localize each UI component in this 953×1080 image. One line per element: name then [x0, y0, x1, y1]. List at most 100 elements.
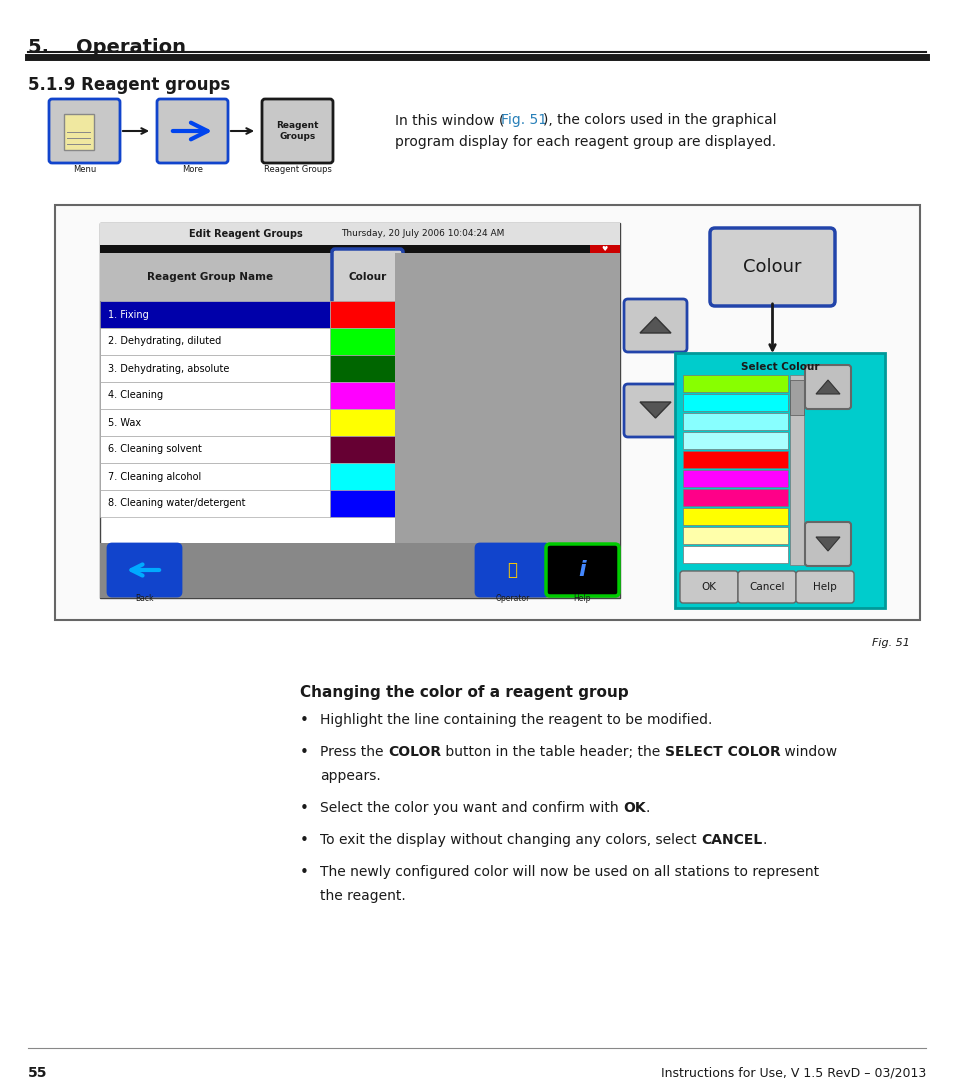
Text: Highlight the line containing the reagent to be modified.: Highlight the line containing the reagen… [319, 713, 712, 727]
Text: ), the colors used in the graphical: ), the colors used in the graphical [542, 113, 776, 127]
Text: window: window [780, 745, 837, 759]
Text: •: • [299, 801, 309, 816]
Text: Fig. 51: Fig. 51 [500, 113, 547, 127]
Bar [100, 543, 619, 598]
Text: Operator: Operator [495, 594, 529, 603]
FancyBboxPatch shape [49, 99, 120, 163]
FancyBboxPatch shape [804, 365, 850, 409]
Text: Menu: Menu [72, 165, 96, 174]
Text: Changing the color of a reagent group: Changing the color of a reagent group [299, 685, 628, 700]
Text: 55: 55 [28, 1066, 48, 1080]
FancyBboxPatch shape [108, 544, 181, 596]
Bar [100, 245, 589, 253]
Text: Colour: Colour [742, 258, 801, 276]
Text: .: . [761, 833, 766, 847]
Bar [330, 463, 395, 490]
Polygon shape [815, 537, 840, 551]
Text: SELECT COLOR: SELECT COLOR [664, 745, 780, 759]
Bar [682, 527, 787, 544]
Bar [330, 355, 395, 382]
Bar [682, 394, 787, 411]
Text: Select Colour: Select Colour [740, 362, 819, 372]
Text: Help: Help [812, 582, 836, 592]
Text: Thursday, 20 July 2006 10:04:24 AM: Thursday, 20 July 2006 10:04:24 AM [340, 230, 503, 239]
FancyBboxPatch shape [262, 99, 333, 163]
Text: •: • [299, 833, 309, 848]
Text: 1. Fixing: 1. Fixing [108, 310, 149, 320]
Bar [330, 436, 395, 463]
Polygon shape [815, 380, 840, 394]
Bar [100, 222, 619, 245]
Bar [100, 436, 330, 463]
Text: To exit the display without changing any colors, select: To exit the display without changing any… [319, 833, 700, 847]
FancyArrowPatch shape [132, 565, 159, 576]
Bar [682, 489, 787, 507]
Text: 7. Cleaning alcohol: 7. Cleaning alcohol [108, 472, 201, 482]
Bar [330, 382, 395, 409]
Bar [682, 546, 787, 563]
Bar [682, 451, 787, 468]
FancyBboxPatch shape [709, 228, 834, 306]
Polygon shape [639, 318, 670, 333]
Bar [330, 301, 395, 328]
FancyBboxPatch shape [623, 384, 686, 437]
Text: 4. Cleaning: 4. Cleaning [108, 391, 163, 401]
FancyBboxPatch shape [623, 299, 686, 352]
Polygon shape [639, 402, 670, 418]
Text: In this window (: In this window ( [395, 113, 504, 127]
Text: 3. Dehydrating, absolute: 3. Dehydrating, absolute [108, 364, 229, 374]
Bar [100, 355, 330, 382]
FancyBboxPatch shape [64, 114, 94, 150]
Bar [55, 205, 919, 620]
Text: 8. Cleaning water/detergent: 8. Cleaning water/detergent [108, 499, 245, 509]
Text: More: More [182, 165, 203, 174]
Bar [100, 382, 330, 409]
Text: button in the table header; the: button in the table header; the [440, 745, 664, 759]
FancyBboxPatch shape [476, 544, 548, 596]
Text: 5.    Operation: 5. Operation [28, 38, 186, 57]
Bar [395, 253, 619, 543]
Text: .: . [645, 801, 649, 815]
FancyBboxPatch shape [545, 544, 618, 596]
Text: The newly configured color will now be used on all stations to represent: The newly configured color will now be u… [319, 865, 819, 879]
Bar [682, 470, 787, 487]
Text: Press the: Press the [319, 745, 388, 759]
FancyBboxPatch shape [738, 571, 795, 603]
Bar [100, 409, 330, 436]
FancyBboxPatch shape [157, 99, 228, 163]
Bar [100, 253, 569, 301]
Bar [789, 375, 803, 565]
Text: 5.1.9 Reagent groups: 5.1.9 Reagent groups [28, 76, 230, 94]
Bar [330, 328, 395, 355]
FancyBboxPatch shape [679, 571, 738, 603]
Text: Fig. 51: Fig. 51 [871, 638, 909, 648]
Text: Select the color you want and confirm with: Select the color you want and confirm wi… [319, 801, 622, 815]
Text: •: • [299, 745, 309, 760]
Bar [100, 301, 330, 328]
Text: Instructions for Use, V 1.5 RevD – 03/2013: Instructions for Use, V 1.5 RevD – 03/20… [660, 1066, 925, 1079]
Bar [100, 222, 619, 598]
Text: 🦋: 🦋 [507, 561, 517, 579]
Text: Reagent
Groups: Reagent Groups [276, 121, 318, 140]
Text: Help: Help [573, 594, 591, 603]
Text: program display for each reagent group are displayed.: program display for each reagent group a… [395, 135, 776, 149]
Text: i: i [578, 561, 586, 580]
Text: the reagent.: the reagent. [319, 889, 405, 903]
Text: appears.: appears. [319, 769, 380, 783]
Text: •: • [299, 713, 309, 728]
Text: Back: Back [135, 594, 153, 603]
Text: CANCEL: CANCEL [700, 833, 761, 847]
Text: Reagent Groups: Reagent Groups [263, 165, 331, 174]
Bar [330, 409, 395, 436]
Bar [789, 380, 803, 415]
Text: OK: OK [700, 582, 716, 592]
Bar [682, 432, 787, 449]
Text: ♥: ♥ [601, 246, 607, 252]
Text: Cancel: Cancel [748, 582, 784, 592]
Text: Colour: Colour [348, 272, 386, 282]
Bar [100, 490, 330, 517]
FancyBboxPatch shape [795, 571, 853, 603]
Bar [675, 353, 884, 608]
Bar [682, 508, 787, 525]
Text: 2. Dehydrating, diluted: 2. Dehydrating, diluted [108, 337, 221, 347]
